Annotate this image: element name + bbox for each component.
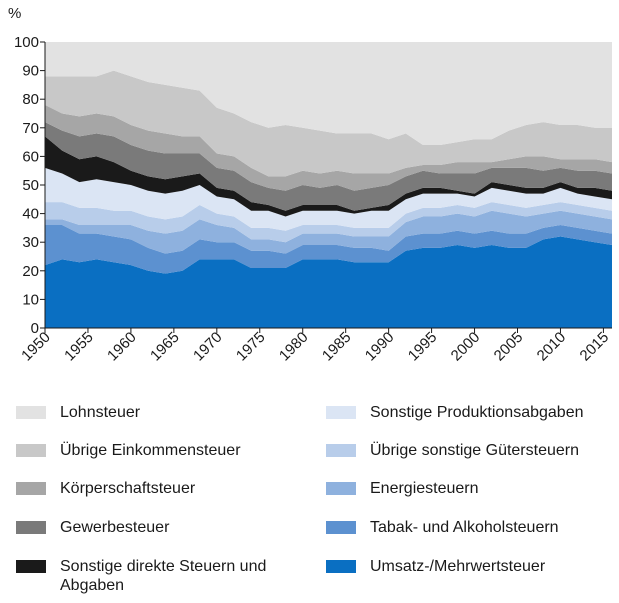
x-tick-label: 2015 — [577, 329, 613, 365]
legend-label: Sonstige Produktionsabgaben — [370, 404, 584, 421]
legend-label: Energiesteuern — [370, 480, 479, 497]
legend-item: Gewerbesteuer — [16, 518, 280, 537]
legend-swatch — [326, 406, 356, 419]
area — [45, 167, 612, 231]
x-tick-label: 1985 — [319, 329, 355, 365]
legend-swatch — [326, 482, 356, 495]
legend-item: Sonstige Produktionsabgaben — [326, 403, 590, 422]
legend-label: Gewerbesteuer — [60, 519, 170, 536]
legend-swatch — [16, 444, 46, 457]
legend-item: Sonstige direkte Steuern und Abgaben — [16, 557, 280, 595]
legend-label: Lohnsteuer — [60, 404, 141, 421]
legend-swatch — [16, 560, 46, 573]
y-tick-label: 100 — [14, 34, 39, 51]
y-tick-label: 10 — [22, 291, 39, 308]
area — [45, 225, 612, 274]
y-tick-label: 0 — [31, 320, 39, 337]
y-tick-label: 40 — [22, 206, 39, 223]
area — [45, 70, 612, 177]
legend-label: Übrige sonstige Gütersteuern — [370, 442, 579, 459]
x-tick-label: 2010 — [534, 329, 570, 365]
x-tick-label: 1965 — [147, 329, 183, 365]
x-tick-label: 2005 — [491, 329, 527, 365]
area — [45, 202, 612, 243]
legend-item: Körperschaftsteuer — [16, 479, 280, 498]
x-tick-label: 1980 — [276, 329, 312, 365]
legend-item: Umsatz-/Mehrwertsteuer — [326, 557, 590, 576]
legend-swatch — [16, 521, 46, 534]
area — [45, 42, 612, 145]
x-tick-label: 1995 — [405, 329, 441, 365]
legend-label: Körperschaftsteuer — [60, 480, 196, 497]
x-tick-label: 1970 — [190, 329, 226, 365]
legend-item: Übrige sonstige Gütersteuern — [326, 441, 590, 460]
legend-swatch — [326, 444, 356, 457]
legend-label: Umsatz-/Mehrwertsteuer — [370, 558, 546, 575]
y-tick-label: 60 — [22, 148, 39, 165]
x-tick-label: 1950 — [18, 329, 54, 365]
y-tick-label: 20 — [22, 263, 39, 280]
legend-label: Tabak- und Alkoholsteuern — [370, 519, 559, 536]
legend-item: Energiesteuern — [326, 479, 590, 498]
chart: % 0 10 20 30 40 50 60 70 80 90 100 1950 1955 1960 1965… — [8, 5, 613, 365]
area — [45, 122, 612, 211]
y-tick-label: 70 — [22, 120, 39, 137]
legend-swatch — [16, 406, 46, 419]
x-tick-label: 1975 — [233, 329, 269, 365]
area — [45, 104, 612, 191]
y-tick-label: 90 — [22, 63, 39, 80]
y-axis-label: % — [8, 5, 21, 22]
legend-label: Sonstige direkte Steuern und Abgaben — [60, 558, 267, 594]
x-tick-label: 1960 — [104, 329, 140, 365]
x-tick-label: 1990 — [362, 329, 398, 365]
legend-label: Übrige Einkommensteuer — [60, 442, 241, 459]
legend-item: Lohnsteuer — [16, 403, 280, 422]
y-tick-label: 50 — [22, 177, 39, 194]
area — [45, 210, 612, 254]
x-tick-label: 1955 — [61, 329, 97, 365]
y-tick-label: 30 — [22, 234, 39, 251]
x-tick-label: 2000 — [448, 329, 484, 365]
legend-swatch — [16, 482, 46, 495]
area — [45, 236, 612, 328]
legend-swatch — [326, 521, 356, 534]
legend-swatch — [326, 560, 356, 573]
legend-item: Übrige Einkommensteuer — [16, 441, 280, 460]
y-tick-label: 80 — [22, 91, 39, 108]
legend-item: Tabak- und Alkoholsteuern — [326, 518, 590, 537]
